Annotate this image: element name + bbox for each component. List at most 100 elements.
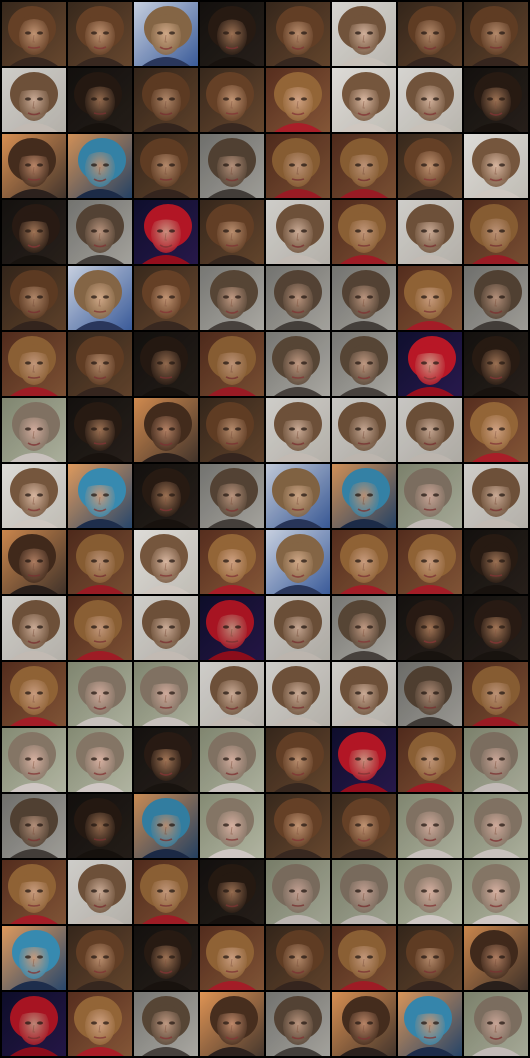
face-tile [2,530,66,594]
face-tile [68,464,132,528]
face-tile [332,662,396,726]
face-tile [200,2,264,66]
face-tile [134,68,198,132]
face-tile [68,794,132,858]
face-tile [398,266,462,330]
face-tile [2,992,66,1056]
face-tile [2,728,66,792]
face-tile [464,68,528,132]
face-tile [266,332,330,396]
face-tile [200,530,264,594]
face-tile [464,266,528,330]
face-tile [398,332,462,396]
face-tile [464,332,528,396]
face-tile [398,398,462,462]
face-tile [266,926,330,990]
face-tile [68,992,132,1056]
face-tile [2,134,66,198]
face-tile [332,398,396,462]
face-tile [464,530,528,594]
face-tile [68,200,132,264]
face-tile [2,200,66,264]
face-tile [332,794,396,858]
face-tile [200,596,264,660]
face-tile [398,794,462,858]
face-tile [266,134,330,198]
face-tile [464,926,528,990]
face-tile [464,2,528,66]
face-tile [2,266,66,330]
face-tile [332,68,396,132]
face-tile [200,992,264,1056]
face-tile [332,332,396,396]
face-tile [266,68,330,132]
face-tile [464,794,528,858]
face-tile [200,794,264,858]
face-tile [200,728,264,792]
face-tile [464,596,528,660]
face-tile [134,530,198,594]
face-tile [68,530,132,594]
face-tile [266,2,330,66]
face-tile [200,926,264,990]
face-tile [398,134,462,198]
face-tile [398,200,462,264]
face-tile [134,134,198,198]
face-tile [68,728,132,792]
face-tile [200,134,264,198]
face-tile [134,2,198,66]
face-tile [332,728,396,792]
face-tile [332,860,396,924]
face-tile [134,728,198,792]
face-tile [266,794,330,858]
face-tile [398,728,462,792]
face-tile [134,200,198,264]
face-tile [200,464,264,528]
face-tile [134,332,198,396]
face-tile [68,596,132,660]
face-tile [266,662,330,726]
face-tile [398,662,462,726]
face-tile [332,926,396,990]
face-tile [266,992,330,1056]
face-tile [398,992,462,1056]
face-tile [464,860,528,924]
face-tile [2,926,66,990]
face-tile [2,464,66,528]
face-tile [68,266,132,330]
face-tile [464,134,528,198]
face-tile [398,530,462,594]
face-tile [2,398,66,462]
face-tile [200,332,264,396]
face-tile [398,464,462,528]
face-tile [398,926,462,990]
face-tile [398,68,462,132]
face-tile [200,398,264,462]
face-tile [332,464,396,528]
face-tile [398,860,462,924]
face-tile [2,662,66,726]
face-tile [200,662,264,726]
face-tile [2,2,66,66]
face-tile [266,860,330,924]
face-tile [332,596,396,660]
face-tile [2,68,66,132]
face-tile [266,464,330,528]
face-tile [68,926,132,990]
face-tile [134,398,198,462]
face-tile [200,68,264,132]
face-tile [332,134,396,198]
face-tile [266,530,330,594]
face-tile [200,860,264,924]
face-tile [266,728,330,792]
face-tile [266,200,330,264]
face-tile [332,2,396,66]
face-tile [134,662,198,726]
face-tile [134,596,198,660]
face-tile [464,398,528,462]
face-tile [134,266,198,330]
face-tile [134,926,198,990]
face-tile [134,860,198,924]
face-tile [332,266,396,330]
